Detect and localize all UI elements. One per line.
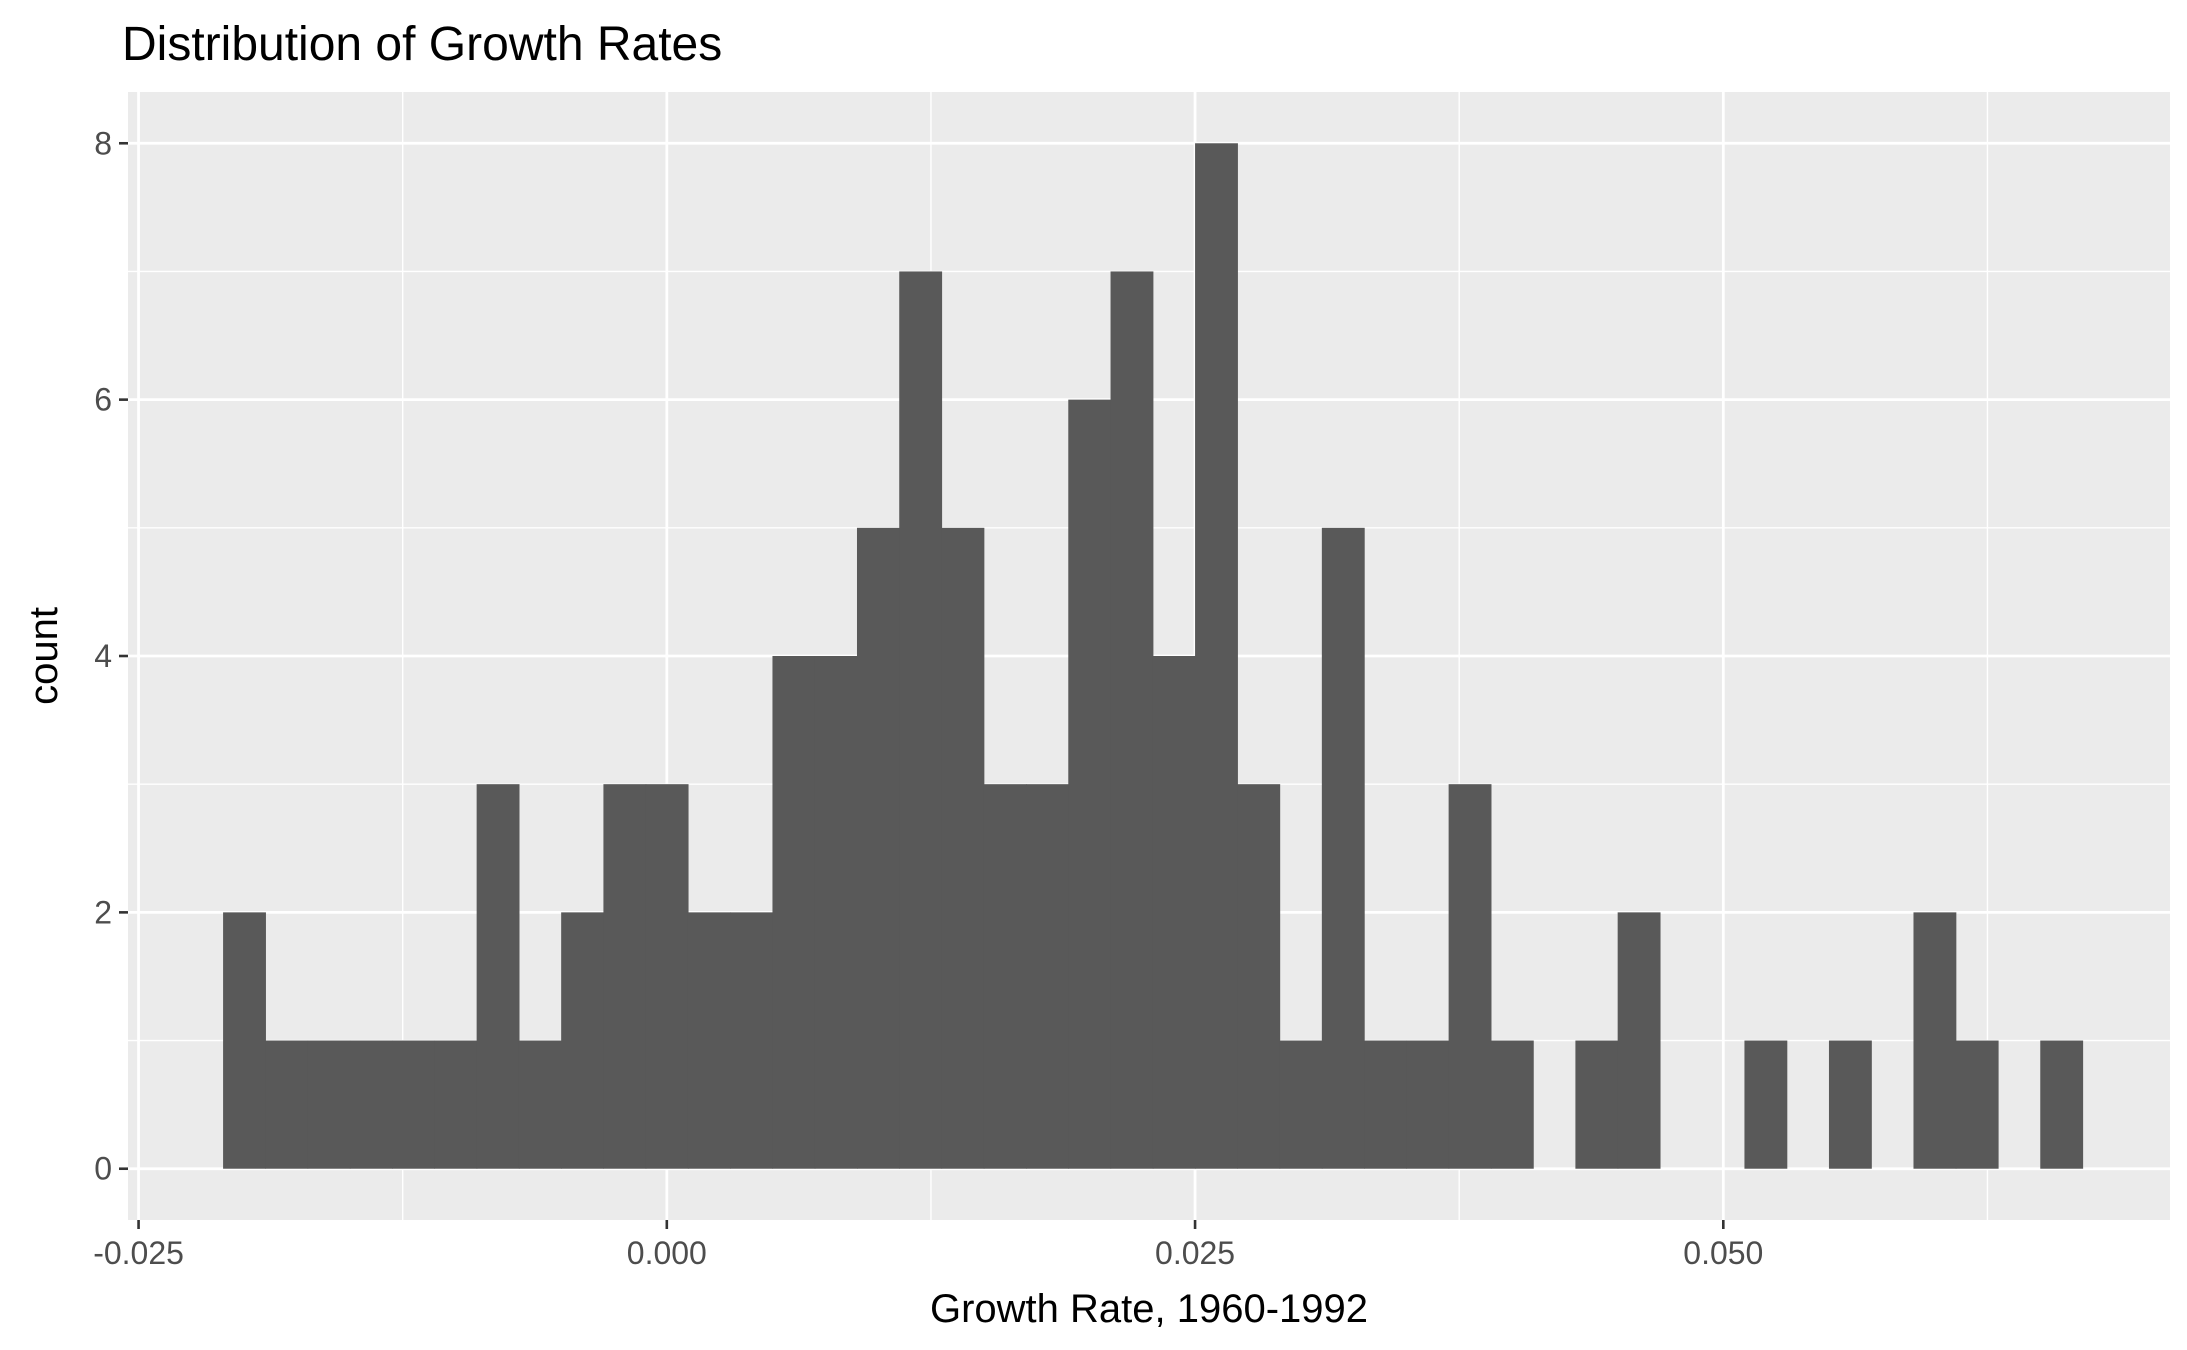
- histogram-bar: [1490, 1040, 1534, 1169]
- histogram-bar: [1575, 1040, 1619, 1169]
- histogram-bar: [349, 1040, 393, 1169]
- bars: [223, 143, 2084, 1169]
- histogram-bar: [518, 1040, 562, 1169]
- histogram-bar: [814, 656, 858, 1169]
- histogram-bar: [1237, 784, 1281, 1169]
- histogram-bar: [1448, 784, 1492, 1169]
- histogram-bar: [983, 784, 1027, 1169]
- y-tick-label: 4: [94, 638, 112, 674]
- histogram-bar: [603, 784, 647, 1169]
- histogram-bar: [1364, 1040, 1407, 1169]
- histogram-bar: [265, 1040, 309, 1169]
- histogram-bar: [730, 912, 774, 1169]
- histogram-bar: [1955, 1040, 1999, 1169]
- histogram-bar: [1068, 399, 1112, 1169]
- x-tick-label: 0.025: [1155, 1235, 1235, 1271]
- y-tick-label: 0: [94, 1151, 112, 1187]
- y-tick-label: 6: [94, 382, 112, 418]
- histogram-bar: [772, 656, 816, 1169]
- histogram-bar: [1195, 143, 1238, 1169]
- x-tick-label: 0.050: [1683, 1235, 1763, 1271]
- histogram-bar: [1026, 784, 1069, 1169]
- x-axis-label: Growth Rate, 1960-1992: [930, 1287, 1368, 1331]
- histogram-bar: [1110, 271, 1154, 1169]
- histogram-bar: [307, 1040, 351, 1169]
- histogram-bar: [1321, 527, 1365, 1169]
- y-axis: 0 2 4 6 8: [94, 125, 128, 1187]
- histogram-bar: [1744, 1040, 1788, 1169]
- histogram-bar: [561, 912, 605, 1169]
- histogram-bar: [1913, 912, 1957, 1169]
- x-tick-label: -0.025: [93, 1235, 184, 1271]
- histogram-bar: [941, 527, 985, 1169]
- chart-title: Distribution of Growth Rates: [122, 18, 722, 71]
- histogram-bar: [856, 527, 900, 1169]
- histogram-bar: [434, 1040, 478, 1169]
- histogram-bar: [899, 271, 943, 1169]
- histogram-bar: [1279, 1040, 1323, 1169]
- y-tick-label: 2: [94, 894, 112, 930]
- histogram-bar: [1828, 1040, 1872, 1169]
- histogram-bar: [2040, 1040, 2084, 1169]
- histogram-bar: [1617, 912, 1661, 1169]
- x-axis: -0.025 0.000 0.025 0.050: [93, 1220, 1763, 1271]
- histogram-bar: [392, 1040, 435, 1169]
- histogram-bar: [476, 784, 520, 1169]
- x-tick-label: 0.000: [627, 1235, 707, 1271]
- histogram-bar: [645, 784, 689, 1169]
- histogram-bar: [223, 912, 266, 1169]
- histogram-bar: [687, 912, 731, 1169]
- histogram-bar: [1406, 1040, 1450, 1169]
- y-tick-label: 8: [94, 125, 112, 161]
- y-axis-label: count: [22, 607, 66, 705]
- histogram-bar: [1152, 656, 1196, 1169]
